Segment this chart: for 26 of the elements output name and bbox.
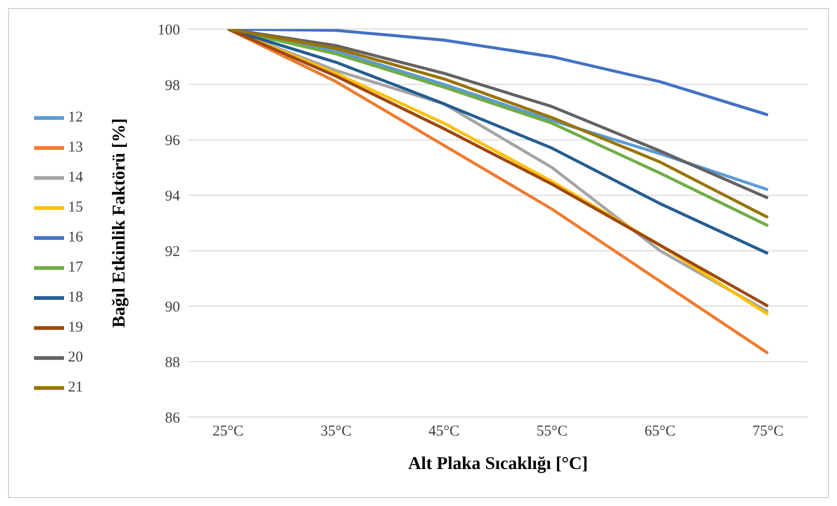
legend-label: 12 [68, 109, 83, 126]
x-tick-label: 75°C [752, 424, 784, 440]
y-tick-label: 86 [165, 410, 180, 426]
x-tick-label: 35°C [320, 424, 352, 440]
legend-label: 16 [68, 229, 83, 246]
y-tick-label: 100 [158, 22, 180, 38]
y-tick-label: 94 [165, 188, 180, 205]
y-axis-title: Bağıl Etkinlik Faktörü [%] [108, 118, 128, 328]
x-tick-label: 55°C [536, 424, 568, 440]
legend-label: 20 [68, 349, 83, 366]
x-tick-label: 45°C [428, 424, 460, 440]
legend-label: 15 [68, 199, 83, 216]
legend-label: 18 [68, 289, 83, 306]
x-tick-label: 65°C [644, 424, 676, 440]
y-tick-label: 96 [165, 133, 180, 150]
x-tick-label: 25°C [212, 424, 244, 440]
legend-label: 13 [68, 139, 83, 156]
legend-label: 19 [68, 319, 83, 336]
legend-label: 14 [68, 169, 83, 186]
y-tick-label: 90 [165, 299, 180, 316]
legend-label: 21 [68, 379, 83, 396]
x-axis-title: Alt Plaka Sıcaklığı [°C] [408, 453, 588, 473]
y-tick-label: 98 [165, 78, 180, 94]
y-tick-label: 92 [165, 244, 180, 260]
legend-label: 17 [68, 259, 83, 276]
y-tick-label: 88 [165, 354, 180, 371]
